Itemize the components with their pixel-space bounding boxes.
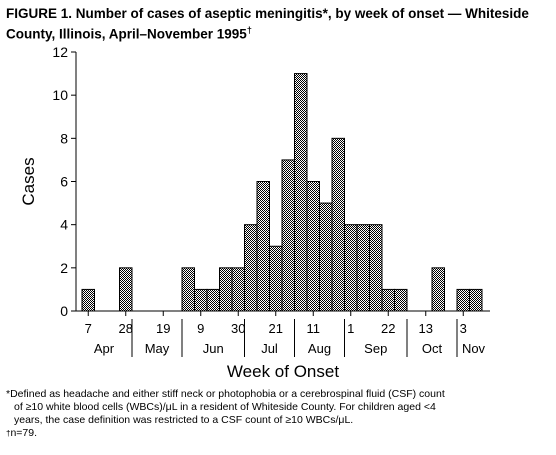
bar: [231, 267, 245, 312]
bar: [431, 267, 445, 312]
y-tick-label: 4: [60, 217, 68, 233]
footnote-dagger: †: [6, 429, 11, 438]
bar: [344, 224, 358, 312]
figure-title-line-1: FIGURE 1. Number of cases of aseptic men…: [6, 6, 529, 21]
figure-title: FIGURE 1. Number of cases of aseptic men…: [6, 5, 551, 43]
footnote-case-definition-2: of ≥10 white blood cells (WBCs)/μL in a …: [14, 401, 436, 413]
bar: [219, 267, 233, 312]
bar: [319, 202, 333, 312]
bar: [394, 288, 408, 312]
bar: [269, 245, 283, 312]
figure-title-dagger: †: [246, 25, 252, 35]
y-tick-label: 0: [60, 303, 68, 319]
figure-title-line-2: County, Illinois, April–November 1995†: [6, 22, 551, 43]
bar: [356, 224, 370, 312]
bar: [294, 73, 308, 312]
footnote-sample-size: †n=79.: [6, 427, 551, 440]
bars-layer: [81, 73, 483, 312]
bar: [281, 159, 295, 312]
footnote-case-definition-1: *Defined as headache and either stiff ne…: [6, 388, 445, 400]
y-tick-label: 12: [52, 44, 68, 60]
y-tick-label: 6: [60, 174, 68, 190]
bar: [206, 288, 220, 312]
y-axis-title: Cases: [19, 157, 38, 205]
x-month-label: Oct: [422, 341, 443, 356]
x-week-label: 30: [231, 321, 245, 336]
x-week-label: 13: [419, 321, 433, 336]
footnote-sample-size-text: n=79.: [10, 427, 38, 439]
x-month-label: Jun: [203, 341, 224, 356]
x-week-label: 22: [381, 321, 395, 336]
x-axis-title: Week of Onset: [227, 362, 339, 381]
x-month-label: May: [145, 341, 170, 356]
bar: [306, 181, 320, 312]
footnotes: *Defined as headache and either stiff ne…: [6, 388, 551, 440]
bar: [181, 267, 195, 312]
x-week-label: 11: [307, 321, 321, 336]
bar: [456, 288, 470, 312]
x-month-label: Apr: [94, 341, 115, 356]
x-month-label: Sep: [364, 341, 387, 356]
figure-title-line-2-text: County, Illinois, April–November 1995: [6, 26, 247, 42]
x-week-label: 28: [119, 321, 133, 336]
bar: [119, 267, 133, 312]
y-tick-label: 8: [60, 130, 68, 146]
x-month-label: Aug: [308, 341, 331, 356]
bar: [331, 137, 345, 312]
footnote-case-definition-3: years, the case definition was restricte…: [14, 414, 354, 426]
x-month-label: Jul: [261, 341, 278, 356]
x-week-label: 3: [460, 321, 467, 336]
bar: [369, 224, 383, 312]
x-week-label: 1: [347, 321, 354, 336]
bar: [81, 288, 95, 312]
x-week-label: 7: [85, 321, 92, 336]
bar: [244, 224, 258, 312]
x-week-label: 9: [197, 321, 204, 336]
x-month-label: Nov: [462, 341, 486, 356]
bar: [469, 288, 483, 312]
y-tick-label: 10: [52, 87, 68, 103]
x-week-label: 21: [269, 321, 283, 336]
bar: [256, 181, 270, 312]
bar: [381, 288, 395, 312]
bar: [194, 288, 208, 312]
axes-layer: [71, 51, 490, 357]
x-week-label: 19: [156, 321, 170, 336]
y-tick-label: 2: [60, 260, 68, 276]
